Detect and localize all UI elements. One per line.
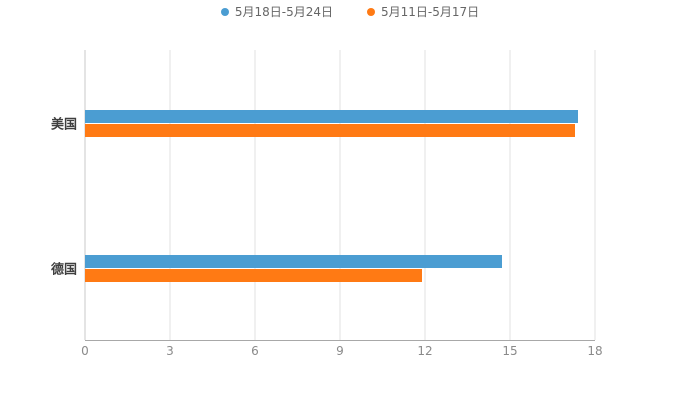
category-label: 德国 bbox=[50, 262, 77, 277]
gridline bbox=[424, 50, 426, 340]
x-tick-label: 0 bbox=[81, 344, 89, 358]
legend-item-1[interactable]: 5月11日-5月17日 bbox=[367, 6, 479, 18]
legend-label: 5月11日-5月17日 bbox=[381, 5, 480, 19]
bar-德国-series-0[interactable] bbox=[85, 254, 502, 268]
chart-legend: 5月18日-5月24日 5月11日-5月17日 bbox=[0, 6, 700, 18]
plot-area bbox=[84, 50, 596, 341]
y-axis-line bbox=[84, 50, 86, 340]
x-tick-label: 18 bbox=[587, 344, 603, 358]
gridline bbox=[509, 50, 511, 340]
x-tick-label: 6 bbox=[251, 344, 259, 358]
x-tick-label: 9 bbox=[336, 344, 344, 358]
gridline bbox=[339, 50, 341, 340]
gridline bbox=[169, 50, 171, 340]
bar-美国-series-1[interactable] bbox=[85, 123, 576, 137]
bar-美国-series-0[interactable] bbox=[85, 109, 578, 123]
bar-德国-series-1[interactable] bbox=[85, 268, 423, 282]
x-tick-label: 15 bbox=[502, 344, 518, 358]
legend-label: 5月18日-5月24日 bbox=[234, 5, 333, 19]
gridline bbox=[594, 50, 596, 340]
legend-dot-icon bbox=[220, 8, 229, 16]
legend-item-0[interactable]: 5月18日-5月24日 bbox=[220, 5, 333, 19]
x-tick-label: 12 bbox=[417, 344, 433, 358]
category-label: 美国 bbox=[50, 117, 77, 132]
x-tick-label: 3 bbox=[166, 344, 174, 358]
gridline bbox=[254, 50, 256, 340]
legend-dot-icon bbox=[367, 8, 375, 16]
